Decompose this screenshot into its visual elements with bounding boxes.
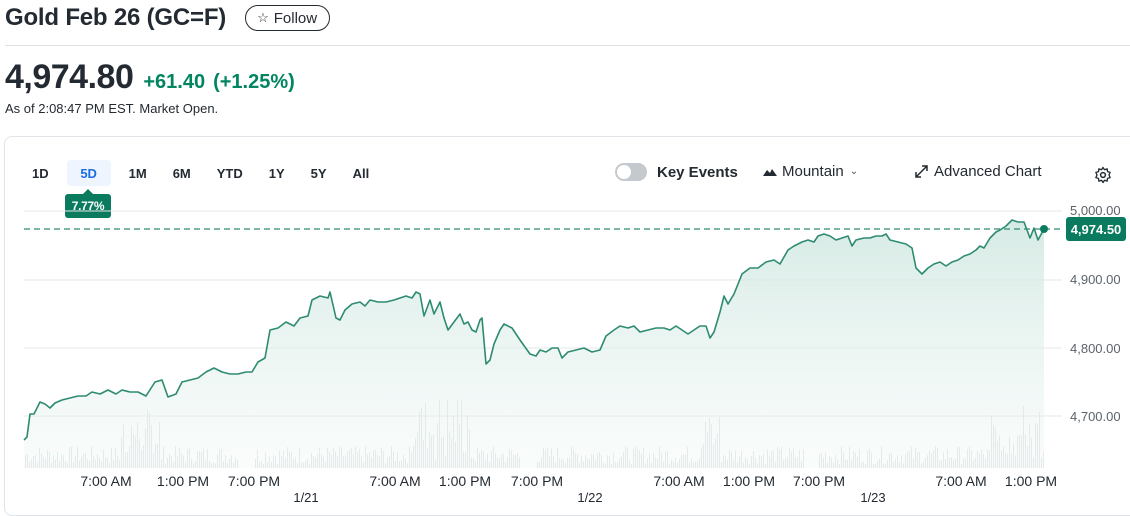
- price-change: +61.40: [143, 71, 206, 93]
- date-label: 1/21: [293, 490, 319, 505]
- mountain-icon: [763, 168, 777, 176]
- toggle-knob: [617, 165, 631, 179]
- x-tick: 1:00 PM: [438, 473, 492, 489]
- range-6m[interactable]: 6M: [165, 160, 199, 186]
- chevron-down-icon: ⌄: [849, 166, 859, 177]
- x-tick: 7:00 PM: [510, 473, 564, 489]
- date-label: 1/22: [577, 490, 603, 505]
- range-change-tooltip: 7.77%: [65, 189, 111, 218]
- page-title: Gold Feb 26 (GC=F): [5, 4, 227, 31]
- range-ytd[interactable]: YTD: [209, 160, 251, 186]
- chart-card: [4, 136, 1130, 516]
- key-events-toggle[interactable]: Key Events: [615, 163, 738, 181]
- y-tick-5000: 5,000.00: [1070, 203, 1121, 218]
- current-price-tag: 4,974.50: [1066, 217, 1126, 241]
- follow-label: Follow: [273, 9, 318, 27]
- x-tick: 7:00 AM: [80, 473, 132, 489]
- x-tick: 7:00 AM: [653, 473, 705, 489]
- range-1y[interactable]: 1Y: [261, 160, 293, 186]
- x-tick: 1:00 PM: [156, 473, 210, 489]
- range-5d[interactable]: 5D: [66, 160, 111, 186]
- current-price: 4,974.80: [5, 58, 134, 96]
- advanced-chart-button[interactable]: Advanced Chart: [915, 163, 1042, 180]
- as-of-timestamp: As of 2:08:47 PM EST. Market Open.: [5, 101, 219, 116]
- range-1m[interactable]: 1M: [121, 160, 155, 186]
- gear-icon[interactable]: [1094, 166, 1112, 184]
- y-tick-4700: 4,700.00: [1070, 409, 1121, 424]
- quote-row: 4,974.80 +61.40 (+1.25%): [5, 58, 295, 97]
- price-change-percent: (+1.25%): [213, 71, 295, 93]
- advanced-chart-label: Advanced Chart: [934, 163, 1042, 180]
- follow-button[interactable]: ☆ Follow: [245, 5, 331, 31]
- date-label: 1/23: [860, 490, 886, 505]
- chart-type-label: Mountain: [782, 163, 844, 180]
- x-tick: 7:00 AM: [369, 473, 421, 489]
- x-tick: 7:00 AM: [935, 473, 987, 489]
- range-5y[interactable]: 5Y: [303, 160, 335, 186]
- y-tick-4800: 4,800.00: [1070, 341, 1121, 356]
- range-all[interactable]: All: [345, 160, 378, 186]
- expand-icon: [915, 165, 928, 178]
- key-events-label: Key Events: [657, 163, 738, 181]
- toggle-switch[interactable]: [615, 163, 647, 181]
- x-tick: 1:00 PM: [722, 473, 776, 489]
- range-selector: 1D 5D 1M 6M YTD 1Y 5Y All: [24, 160, 387, 186]
- x-tick: 7:00 PM: [792, 473, 846, 489]
- x-tick: 7:00 PM: [227, 473, 281, 489]
- range-1d[interactable]: 1D: [24, 160, 57, 186]
- x-tick: 1:00 PM: [1004, 473, 1058, 489]
- title-row: Gold Feb 26 (GC=F) ☆ Follow: [5, 4, 331, 32]
- y-tick-4900: 4,900.00: [1070, 272, 1121, 287]
- chart-type-dropdown[interactable]: Mountain ⌄: [763, 163, 858, 180]
- star-outline-icon: ☆: [257, 10, 269, 25]
- header-divider: [5, 45, 1130, 46]
